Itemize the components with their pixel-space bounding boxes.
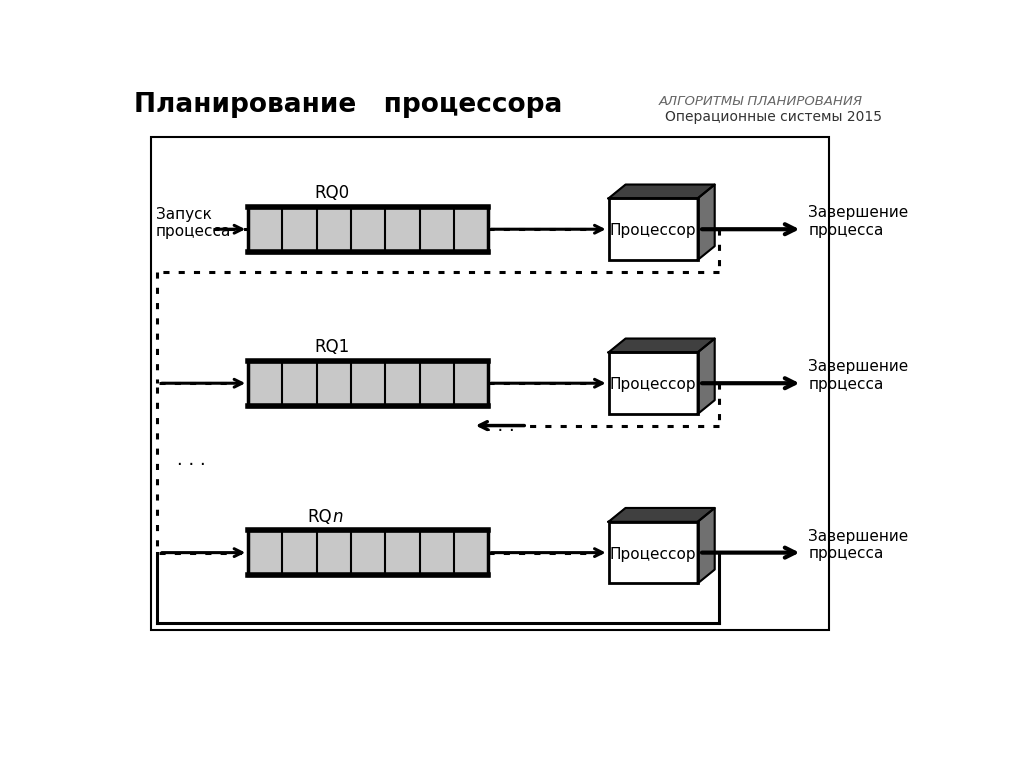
Bar	[248, 530, 488, 575]
Text: АЛГОРИТМЫ ПЛАНИРОВАНИЯ: АЛГОРИТМЫ ПЛАНИРОВАНИЯ	[659, 94, 863, 108]
Text: RQ1: RQ1	[314, 338, 350, 356]
Text: Процессор: Процессор	[609, 547, 696, 561]
Polygon shape	[697, 184, 715, 260]
Text: Планирование   процессора: Планирование процессора	[134, 92, 562, 118]
Bar	[608, 521, 697, 584]
Text: Завершение
процесса: Завершение процесса	[809, 205, 908, 238]
Polygon shape	[608, 508, 715, 521]
Polygon shape	[697, 508, 715, 584]
Polygon shape	[608, 184, 715, 198]
Text: . . .: . . .	[177, 452, 206, 469]
Polygon shape	[608, 339, 715, 353]
Bar	[608, 198, 697, 260]
Bar	[608, 353, 697, 414]
Text: Операционные системы 2015: Операционные системы 2015	[665, 110, 882, 124]
Text: Завершение
процесса: Завершение процесса	[809, 528, 908, 561]
Text: RQ: RQ	[307, 508, 332, 525]
Text: Завершение
процесса: Завершение процесса	[809, 359, 908, 392]
Polygon shape	[697, 339, 715, 414]
Text: RQ0: RQ0	[314, 184, 350, 202]
Text: Запуск
процесса: Запуск процесса	[156, 207, 231, 240]
Bar	[248, 207, 488, 252]
Bar	[248, 361, 488, 406]
Text: . . .: . . .	[485, 416, 514, 435]
Text: Процессор: Процессор	[609, 223, 696, 238]
Bar	[152, 137, 829, 630]
Text: Процессор: Процессор	[609, 377, 696, 392]
Text: n: n	[332, 508, 343, 525]
